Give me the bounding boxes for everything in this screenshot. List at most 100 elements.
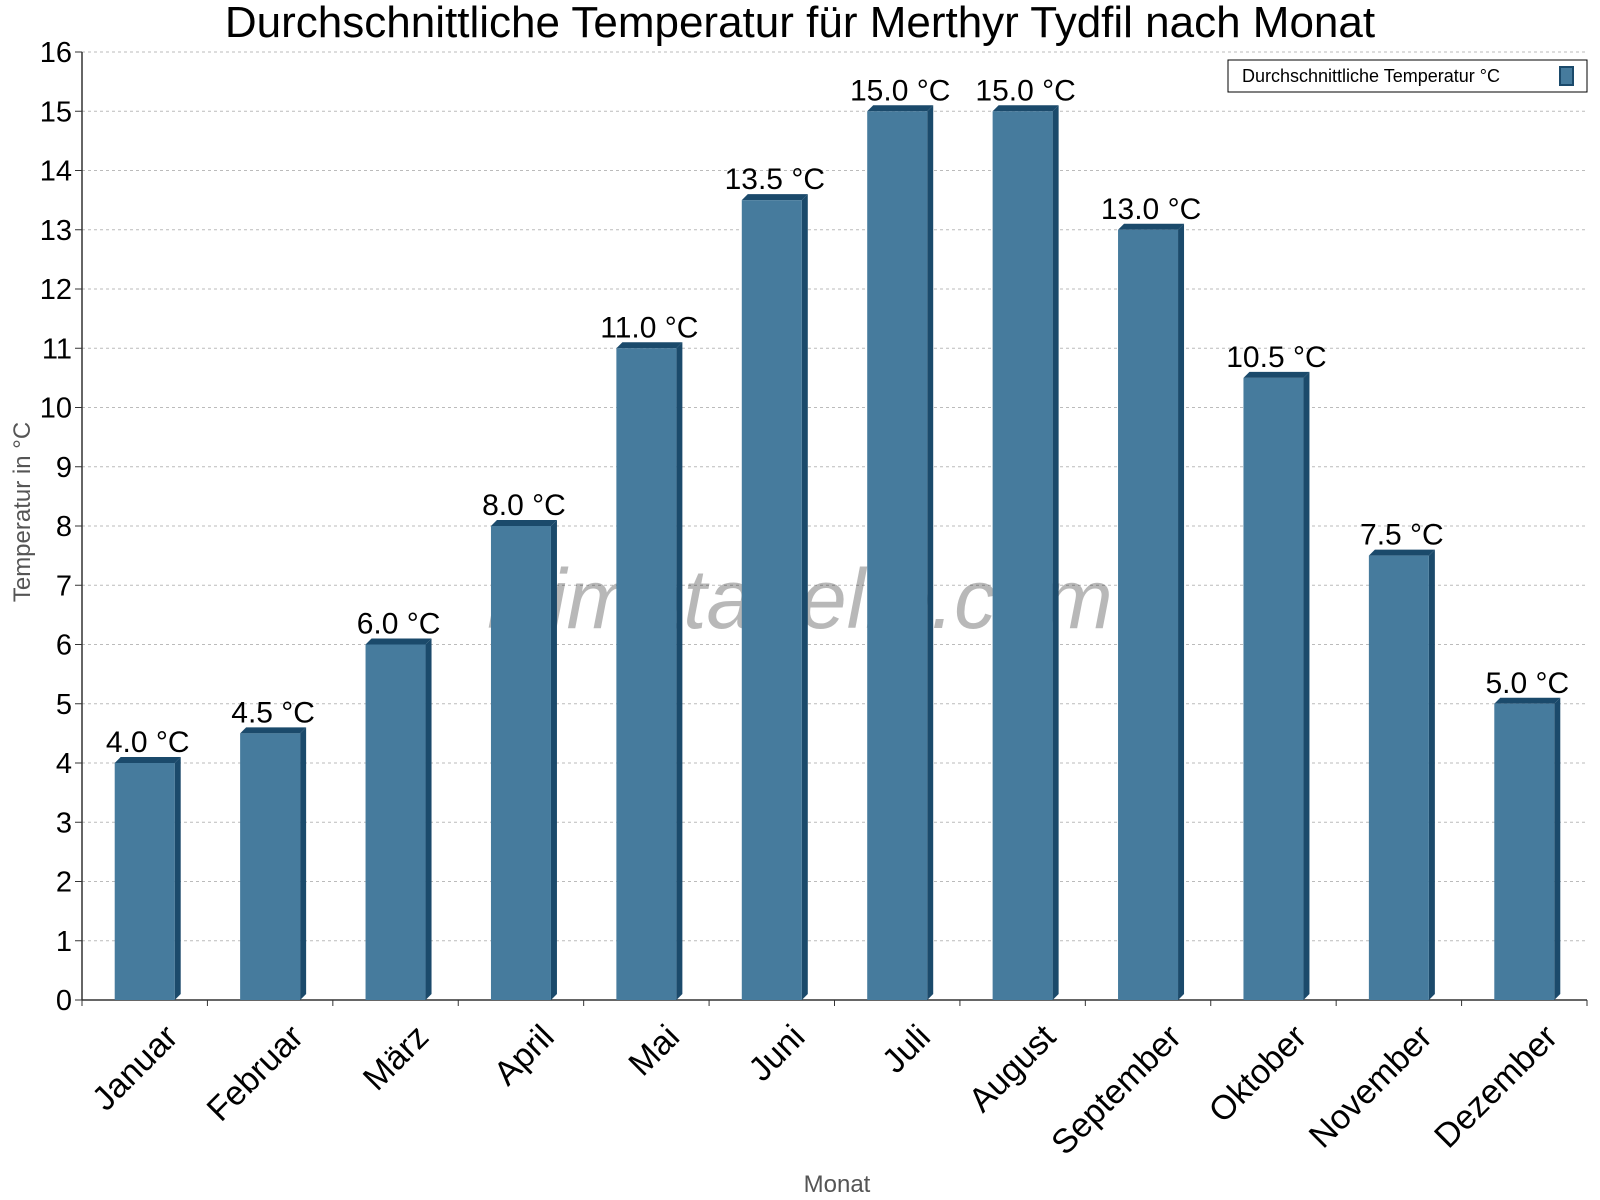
bar-top xyxy=(616,342,683,349)
y-tick-label: 4 xyxy=(56,748,72,780)
x-tick-labels: Januar Februar März April Mai Juni Juli AugustS… xyxy=(85,1017,1565,1162)
bar-top xyxy=(1118,223,1185,230)
value-label: 10.5 °C xyxy=(1226,341,1326,374)
bar xyxy=(114,757,181,1000)
y-tick-label: 14 xyxy=(40,156,72,188)
y-tick-label: 2 xyxy=(56,867,72,899)
value-label: 7.5 °C xyxy=(1360,519,1444,552)
value-label: 6.0 °C xyxy=(357,608,441,641)
bar-side xyxy=(550,520,557,1000)
bar-front xyxy=(1368,555,1429,1000)
y-tick-label: 16 xyxy=(40,37,72,69)
bar xyxy=(867,105,934,1000)
x-tick-label: April xyxy=(487,1018,562,1093)
y-tick-label: 15 xyxy=(40,96,72,128)
value-label: 11.0 °C xyxy=(600,311,698,344)
value-label: 8.0 °C xyxy=(482,489,566,522)
y-tick-label: 12 xyxy=(40,274,72,306)
bar-front xyxy=(365,644,426,1000)
x-tick-label: Juli xyxy=(875,1018,938,1081)
x-tick-label: Juni xyxy=(741,1018,812,1089)
x-tick-label: Mai xyxy=(621,1018,687,1084)
gridlines xyxy=(82,51,1587,942)
bar-side xyxy=(174,757,181,1000)
legend-swatch xyxy=(1559,66,1574,86)
x-tick-label: Oktober xyxy=(1202,1018,1314,1130)
x-tick-label: November xyxy=(1302,1018,1440,1156)
bar-front xyxy=(616,348,677,1000)
y-tick-label: 1 xyxy=(56,926,72,958)
value-label: 15.0 °C xyxy=(975,74,1075,107)
bar xyxy=(992,105,1059,1000)
x-tick-label: August xyxy=(962,1017,1064,1119)
bar-top xyxy=(365,638,432,645)
axes xyxy=(75,51,1588,1006)
bar-side xyxy=(1428,549,1435,1000)
bar-top xyxy=(490,520,557,526)
y-tick-label: 8 xyxy=(56,511,72,543)
bar-side xyxy=(676,342,683,1000)
bar xyxy=(1368,549,1435,1000)
bar-front xyxy=(992,111,1053,1000)
bar-top xyxy=(992,105,1059,112)
legend-label: Durchschnittliche Temperatur °C xyxy=(1242,66,1500,86)
bar xyxy=(616,342,683,1000)
x-tick-label: Dezember xyxy=(1427,1018,1565,1156)
bar xyxy=(240,727,307,1000)
bar xyxy=(1118,223,1185,1000)
value-label: 13.0 °C xyxy=(1101,193,1201,226)
x-tick-label: September xyxy=(1044,1018,1188,1162)
y-tick-label: 0 xyxy=(56,985,72,1017)
bar-front xyxy=(1494,703,1555,1000)
bar-side xyxy=(425,638,432,1000)
bar xyxy=(1243,371,1310,1000)
bar-side xyxy=(1554,697,1561,1000)
legend: Durchschnittliche Temperatur °C xyxy=(1227,59,1588,93)
bar-side xyxy=(300,727,307,1000)
bar xyxy=(365,638,432,1000)
bar-top xyxy=(1368,549,1435,556)
bar-side xyxy=(1303,371,1310,1000)
legend-box xyxy=(1227,59,1588,93)
bar-top xyxy=(1494,697,1561,704)
x-tick-label: Januar xyxy=(85,1018,185,1118)
value-label: 4.5 °C xyxy=(231,696,315,729)
bar xyxy=(1494,697,1561,1000)
value-label: 15.0 °C xyxy=(850,74,950,107)
value-label: 4.0 °C xyxy=(106,726,190,759)
y-tick-label: 7 xyxy=(56,570,72,602)
y-tick-label: 9 xyxy=(56,452,72,484)
bar-top xyxy=(240,727,307,734)
y-tick-label: 5 xyxy=(56,689,72,721)
bars xyxy=(114,105,1561,1000)
bar-front xyxy=(490,526,551,1000)
bar-front xyxy=(114,763,175,1000)
bar-front xyxy=(240,733,301,1000)
y-tick-label: 13 xyxy=(40,215,72,247)
bar-front xyxy=(867,111,928,1000)
x-tick-label: Februar xyxy=(200,1018,311,1129)
chart-title: Durchschnittliche Temperatur für Merthyr… xyxy=(225,0,1375,47)
bar-side xyxy=(927,105,934,1000)
y-tick-label: 3 xyxy=(56,807,72,839)
value-label: 5.0 °C xyxy=(1485,667,1569,700)
bar-front xyxy=(741,200,802,1000)
bar-top xyxy=(867,105,934,112)
y-tick-label: 10 xyxy=(40,393,72,425)
bar-side xyxy=(1178,223,1185,1000)
bar xyxy=(490,520,557,1000)
bar-top xyxy=(1243,371,1310,378)
bar-side xyxy=(801,194,808,1000)
value-label: 13.5 °C xyxy=(725,163,825,196)
bar-top xyxy=(741,194,808,201)
bar-side xyxy=(1052,105,1059,1000)
y-axis-title: Temperatur in °C xyxy=(9,422,36,602)
value-labels: 4.0 °C 4.5 °C 6.0 °C 8.0 °C 11.0 °C 13.5 °C 15… xyxy=(106,74,1569,759)
x-axis-title: Monat xyxy=(804,1171,871,1198)
y-tick-label: 6 xyxy=(56,630,72,662)
bar-front xyxy=(1243,377,1304,1000)
bar-top xyxy=(114,757,181,763)
bar xyxy=(741,194,808,1000)
